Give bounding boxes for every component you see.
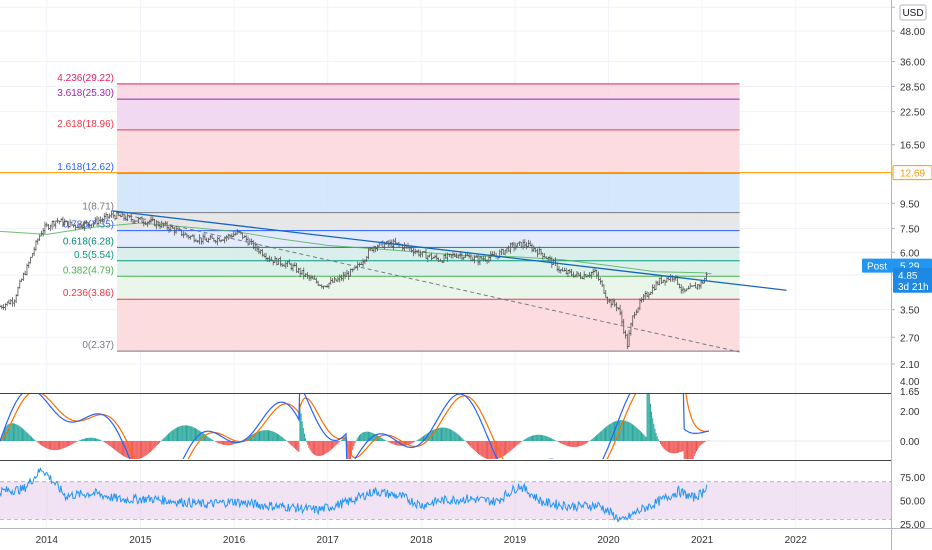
currency-badge[interactable]: USD <box>899 4 927 21</box>
fib-zone-0.236 <box>117 276 740 300</box>
price-tick-label: 7.50 <box>900 225 920 236</box>
fib-zone-0.618 <box>117 230 740 248</box>
price-tick-label: 28.50 <box>900 82 925 93</box>
dashed-trendline <box>121 213 740 353</box>
trendline <box>112 210 787 291</box>
price-tag-bg <box>892 165 932 181</box>
time-tick-label: 2018 <box>410 535 433 546</box>
fib-label-1.618: 1.618(12.62) <box>57 162 114 173</box>
price-tick-label: 1.65 <box>900 387 920 398</box>
fib-label-0.618: 0.618(6.28) <box>63 236 114 247</box>
macd-tick-label: 4.00 <box>900 377 920 388</box>
fib-zone-3.618 <box>117 83 740 100</box>
price-tag-value: 12.69 <box>900 169 925 180</box>
macd-tick-label: 2.00 <box>900 407 920 418</box>
fib-label-0.5: 0.5(5.54) <box>74 250 114 261</box>
fib-zone-0.786 <box>117 212 740 231</box>
fib-zone-2.618 <box>117 99 740 130</box>
price-tag: 3d 21h <box>893 278 932 293</box>
price-tick-label: 2.10 <box>900 360 920 371</box>
fib-zone-0 <box>117 299 740 352</box>
price-plot[interactable] <box>0 172 891 353</box>
rsi-tick-label: 50.00 <box>900 497 925 508</box>
price-tag-bg <box>893 278 932 293</box>
time-tick-label: 2022 <box>785 535 808 546</box>
macd-tick-label: 0.00 <box>900 437 920 448</box>
fib-label-0.382: 0.382(4.79) <box>63 265 114 276</box>
rsi-pane[interactable] <box>0 467 891 523</box>
price-tick-label: 22.50 <box>900 108 925 119</box>
price-bars <box>0 210 708 350</box>
price-tag-value: 4.85 <box>898 271 918 282</box>
price-tick-label: 2.70 <box>900 333 920 344</box>
time-tick-label: 2017 <box>317 535 340 546</box>
fibonacci-retracement[interactable]: 0(2.37) 0.236(3.86) 0.382(4.79) 0.5(5.54) 0.… <box>57 73 740 352</box>
price-tick-label: 48.00 <box>900 27 925 38</box>
macd-line <box>0 394 709 459</box>
price-tag-value: 3d 21h <box>898 282 929 293</box>
rsi-line <box>0 467 708 523</box>
fib-label-1: 1(8.71) <box>82 202 114 213</box>
macd-signal-line <box>0 394 709 459</box>
price-tick-label: 36.00 <box>900 58 925 69</box>
fib-zone-0.5 <box>117 247 740 261</box>
rsi-tick-label: 75.00 <box>900 473 925 484</box>
price-tick-label: 3.50 <box>900 306 920 317</box>
price-tag: 12.69 <box>892 165 932 181</box>
fib-zone-1 <box>117 173 740 213</box>
price-tick-label: 6.00 <box>900 248 920 259</box>
time-tick-label: 2014 <box>36 535 59 546</box>
moving-average-line <box>0 222 712 275</box>
currency-label: USD <box>902 8 923 19</box>
time-tick-label: 2021 <box>691 535 714 546</box>
fib-label-2.618: 2.618(18.96) <box>57 119 114 130</box>
time-tick-label: 2019 <box>504 535 527 546</box>
price-tag-title: Post <box>867 262 887 273</box>
price-tick-label: 16.50 <box>900 141 925 152</box>
time-axis[interactable]: 2014 2015 2016 2017 2018 2019 2020 2021 2022 <box>36 535 808 546</box>
fib-zone-1.618 <box>117 129 740 174</box>
time-tick-label: 2016 <box>223 535 246 546</box>
fib-label-0: 0(2.37) <box>82 340 114 351</box>
time-tick-label: 2020 <box>597 535 620 546</box>
fib-label-4.236: 4.236(29.22) <box>57 73 114 84</box>
fib-label-0.236: 0.236(3.86) <box>63 288 114 299</box>
macd-pane[interactable] <box>0 328 891 519</box>
price-tag: 4.85 <box>893 267 932 282</box>
price-tick-label: 9.50 <box>900 199 920 210</box>
rsi-band <box>0 481 891 520</box>
rsi-tick-label: 25.00 <box>900 520 925 531</box>
price-tag-value: 5.29 <box>900 262 920 273</box>
time-tick-label: 2015 <box>129 535 152 546</box>
price-tag-bg <box>893 267 932 282</box>
fib-label-3.618: 3.618(25.30) <box>57 88 114 99</box>
